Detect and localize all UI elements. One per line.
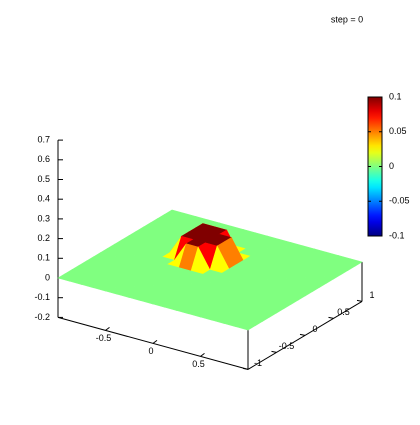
z-tick-label: 0.6	[37, 154, 50, 164]
chart-title: step = 0	[331, 14, 363, 24]
y-tick	[356, 299, 363, 302]
x-tick	[152, 339, 158, 344]
z-tick-label: -0.1	[34, 292, 50, 302]
z-tick-label: -0.2	[34, 312, 50, 322]
y-tick-label: 0	[312, 324, 317, 334]
colorbar-tick-label: -0.05	[389, 196, 410, 206]
z-tick-label: 0.7	[37, 134, 50, 144]
x-tick	[105, 326, 110, 331]
z-tick-label: 0.4	[37, 194, 50, 204]
z-tick-label: 0.3	[37, 213, 50, 223]
y-tick-label: -1	[254, 358, 262, 368]
x-tick-label: 0.5	[192, 359, 205, 369]
surface-cell	[235, 322, 256, 331]
z-tick-label: 0	[45, 272, 50, 282]
z-tick-label: 0.2	[37, 233, 50, 243]
y-tick	[242, 367, 249, 370]
y-tick	[328, 316, 334, 319]
y-tick-label: 0.5	[337, 307, 350, 317]
x-tick-label: -0.5	[96, 333, 112, 343]
y-tick-label: 1	[369, 290, 374, 300]
x-tick-label: 0	[148, 346, 153, 356]
y-tick-label: -0.5	[279, 341, 295, 351]
colorbar-tick-label: 0.05	[389, 126, 407, 136]
z-tick-label: 0.5	[37, 174, 50, 184]
z-tick-label: 0.1	[37, 253, 50, 263]
colorbar-tick-label: 0	[389, 161, 394, 171]
colorbar-tick-label: 0.1	[389, 91, 402, 101]
y-tick	[271, 350, 277, 353]
x-tick	[200, 352, 205, 357]
surface	[57, 209, 363, 331]
colorbar-tick-label: -0.1	[389, 230, 405, 240]
y-tick	[299, 333, 306, 336]
